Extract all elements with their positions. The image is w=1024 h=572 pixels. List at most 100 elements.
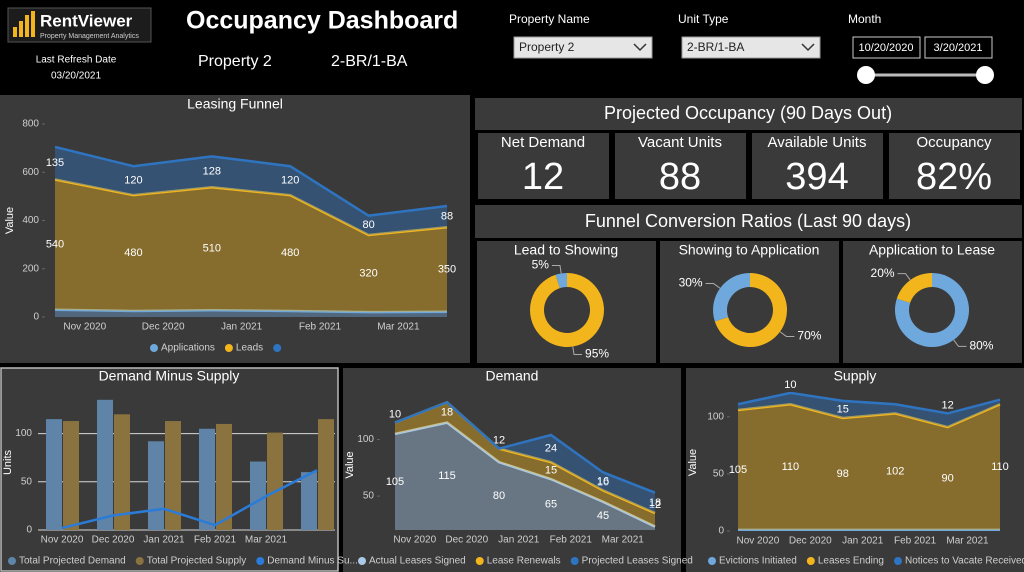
x-tick-label: Jan 2021: [498, 535, 540, 546]
data-label: 10: [784, 379, 796, 391]
data-label: 110: [991, 461, 1009, 473]
y-tick-label: 50: [21, 476, 33, 487]
x-tick-label: Feb 2021: [299, 322, 342, 333]
legend-label: Leads: [236, 343, 263, 354]
bar: [46, 419, 62, 530]
donut-slice: [895, 273, 969, 347]
data-label: 70%: [797, 329, 821, 343]
data-label: 350: [438, 263, 456, 275]
bar: [216, 423, 232, 530]
slider-handle[interactable]: [857, 66, 875, 84]
data-label: 480: [124, 247, 142, 259]
panel: [475, 205, 1022, 238]
data-label: 12: [649, 499, 661, 511]
data-label: 12: [941, 399, 953, 411]
data-label: 102: [886, 466, 904, 478]
chevron: [633, 43, 647, 52]
data-label: 80: [493, 490, 505, 502]
donut-slice: [896, 273, 932, 303]
x-tick-label: Mar 2021: [245, 535, 288, 546]
data-label: 15: [837, 403, 849, 415]
date-input[interactable]: [924, 36, 993, 59]
legend-marker: [806, 557, 815, 565]
y-tick-label: 100: [15, 428, 32, 439]
legend-label: Leases Ending: [818, 556, 884, 567]
area: [738, 404, 1000, 530]
x-tick-label: Jan 2021: [842, 536, 884, 547]
y-tick-label: 0: [26, 525, 32, 536]
chart-title: Application to Lease: [869, 242, 995, 258]
date-input[interactable]: [852, 36, 921, 59]
data-label: 15: [545, 465, 557, 477]
line: [54, 178, 448, 237]
data-label: 480: [281, 247, 299, 259]
leader-line: [705, 283, 721, 289]
kpi-value: 82%: [916, 156, 992, 198]
line: [394, 400, 656, 494]
panel: [475, 98, 1022, 130]
kpi-label: Occupancy: [916, 134, 992, 151]
legend-marker: [358, 557, 366, 565]
data-label: 135: [46, 157, 64, 169]
leader-line: [953, 339, 967, 347]
chevron: [801, 43, 815, 52]
data-label: 105: [729, 464, 747, 476]
y-tick-label: 800: [22, 119, 39, 130]
donut-slice: [530, 273, 604, 347]
area: [55, 146, 447, 235]
leader-line: [779, 331, 795, 337]
area: [55, 179, 447, 313]
unit-type: 2-BR/1-BA: [331, 53, 408, 70]
data-label: 120: [281, 175, 299, 187]
kpi-value: 394: [785, 156, 848, 198]
data-label: 115: [438, 470, 456, 482]
panel: [0, 95, 470, 363]
data-label: 16: [597, 475, 609, 487]
chart-title: Supply: [834, 368, 877, 384]
line: [737, 403, 1001, 429]
data-label: 98: [837, 468, 849, 480]
data-label: 30%: [679, 276, 703, 290]
x-tick-label: Feb 2021: [194, 535, 237, 546]
legend-marker: [135, 557, 144, 565]
bar: [301, 472, 317, 530]
chart-title: Lead to Showing: [514, 242, 618, 258]
legend-marker: [708, 557, 716, 565]
property: Property 2: [198, 53, 272, 70]
y-tick-label: 600: [22, 167, 39, 178]
date-end: 3/20/2021: [934, 42, 983, 54]
data-label: 12: [493, 435, 505, 447]
chart-title: Demand Minus Supply: [99, 368, 240, 384]
data-label: 88: [441, 211, 453, 223]
slider-handle[interactable]: [976, 66, 994, 84]
data-label: 20%: [871, 266, 895, 280]
dropdown[interactable]: [513, 36, 653, 59]
legend-label: Lease Renewals: [487, 556, 561, 567]
legend-marker: [8, 557, 16, 565]
section-title: Funnel Conversion Ratios (Last 90 days): [585, 211, 911, 231]
x-tick-label: Nov 2020: [63, 322, 106, 333]
y-tick-label: 50: [363, 491, 375, 502]
bar: [318, 419, 334, 530]
area: [395, 422, 655, 530]
legend-label: Applications: [161, 343, 215, 354]
data-label: 80: [362, 219, 374, 231]
bar: [267, 432, 283, 530]
filter-label: Property Name: [509, 12, 590, 26]
data-label: 90: [941, 472, 953, 484]
kpi-value: 88: [659, 156, 701, 198]
x-tick-label: Feb 2021: [550, 535, 593, 546]
legend-marker: [570, 557, 579, 565]
chart-title: Demand: [486, 368, 539, 384]
legend-label: Projected Leases Signed: [582, 556, 693, 567]
line: [54, 308, 448, 314]
line: [54, 145, 448, 217]
data-label: 10: [597, 476, 609, 488]
filter-label: Month: [848, 12, 881, 26]
y-axis-label: Value: [4, 207, 16, 234]
leader-line: [572, 346, 583, 355]
dropdown[interactable]: [681, 36, 821, 59]
data-label: 120: [124, 175, 142, 187]
dashboard-title: Occupancy Dashboard: [186, 7, 458, 35]
